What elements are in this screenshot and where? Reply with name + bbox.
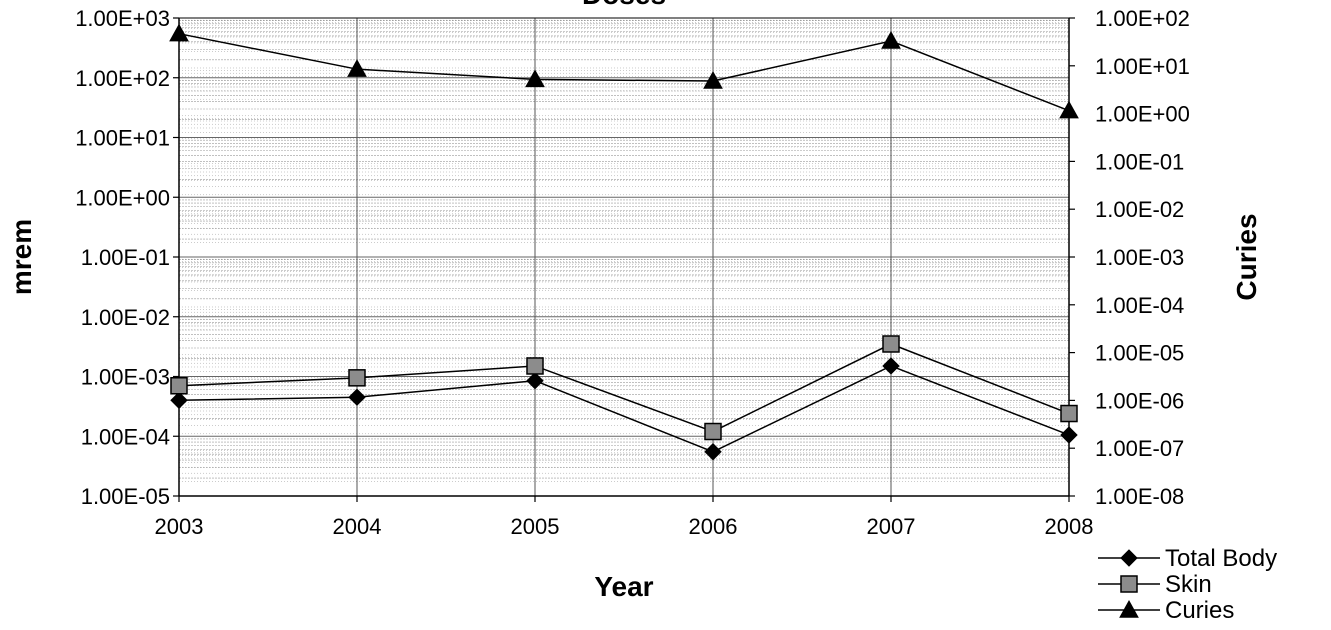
y-tick-label: 1.00E+00 [75, 185, 170, 210]
data-point-total-body [170, 391, 188, 409]
legend-marker-total-body [1120, 549, 1138, 567]
legend-label-skin: Skin [1165, 571, 1212, 598]
legend-label-curies: Curies [1165, 597, 1234, 624]
y-tick-label: 1.00E-05 [81, 484, 170, 509]
y-axis-title: mrem [6, 219, 37, 295]
y2-tick-label: 1.00E+02 [1095, 6, 1190, 31]
y2-tick-label: 1.00E-05 [1095, 341, 1184, 366]
y2-axis-title: Curies [1231, 213, 1262, 300]
y2-tick-label: 1.00E-07 [1095, 436, 1184, 461]
data-point-curies [881, 30, 901, 49]
y2-tick-label: 1.00E+00 [1095, 102, 1190, 127]
legend-marker-curies [1119, 599, 1139, 618]
x-tick-label: 2007 [867, 514, 916, 539]
series-line-skin [178, 343, 1070, 433]
y2-tick-label: 1.00E-03 [1095, 245, 1184, 270]
x-tick-label: 2004 [333, 514, 382, 539]
data-point-skin [170, 377, 188, 395]
data-point-skin [704, 422, 722, 441]
legend-label-total-body: Total Body [1165, 545, 1277, 572]
series-line-curies [178, 32, 1070, 112]
y2-tick-label: 1.00E-04 [1095, 293, 1184, 318]
data-point-curies [1059, 100, 1079, 119]
x-tick-label: 2008 [1045, 514, 1094, 539]
data-point-total-body [882, 357, 900, 375]
x-tick-label: 2005 [511, 514, 560, 539]
data-point-skin [348, 369, 366, 387]
y2-tick-label: 1.00E-08 [1095, 484, 1184, 509]
chart-title: Doses [582, 0, 666, 10]
x-tick-label: 2003 [155, 514, 204, 539]
data-point-curies [525, 69, 545, 88]
data-point-curies [347, 59, 367, 77]
y-tick-label: 1.00E+01 [75, 126, 170, 151]
y2-tick-label: 1.00E-06 [1095, 388, 1184, 413]
data-point-curies [703, 71, 723, 89]
y-tick-label: 1.00E-04 [81, 424, 170, 449]
data-point-curies [169, 23, 189, 42]
y-tick-label: 1.00E-01 [81, 245, 170, 270]
data-point-skin [526, 357, 544, 375]
y2-tick-label: 1.00E-02 [1095, 197, 1184, 222]
data-point-total-body [526, 372, 544, 390]
legend-marker-skin [1120, 575, 1138, 593]
y-tick-label: 1.00E+03 [75, 6, 170, 31]
data-point-total-body [348, 388, 366, 406]
data-point-total-body [1060, 426, 1078, 444]
data-point-skin [882, 335, 900, 353]
series-line-total-body [178, 365, 1070, 453]
data-point-total-body [704, 443, 722, 461]
x-tick-label: 2006 [689, 514, 738, 539]
y2-tick-label: 1.00E+01 [1095, 54, 1190, 79]
y-tick-label: 1.00E-03 [81, 365, 170, 390]
data-point-skin [1060, 404, 1078, 423]
x-axis-title: Year [594, 571, 653, 602]
y-tick-label: 1.00E+02 [75, 66, 170, 91]
y-tick-label: 1.00E-02 [81, 305, 170, 330]
y2-tick-label: 1.00E-01 [1095, 149, 1184, 174]
